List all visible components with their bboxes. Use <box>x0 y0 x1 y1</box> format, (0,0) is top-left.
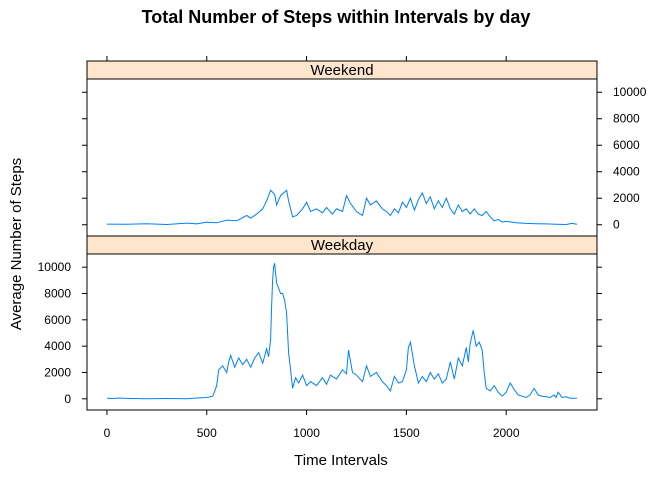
panel-frame-weekend <box>86 78 598 237</box>
y-axis-label: Average Number of Steps <box>8 158 25 330</box>
x-tick-label: 2000 <box>493 426 520 440</box>
y-tick-label: 8000 <box>44 286 71 300</box>
y-tick-label: 6000 <box>44 313 71 327</box>
strip-label-weekday: Weekday <box>311 237 374 254</box>
x-tick-label: 1000 <box>293 426 320 440</box>
y-tick-label: 2000 <box>613 191 640 205</box>
x-tick-label: 0 <box>104 426 111 440</box>
axes: 0200040006000800010000020004000600080001… <box>38 56 647 440</box>
y-tick-label: 10000 <box>38 260 72 274</box>
y-tick-label: 4000 <box>44 339 71 353</box>
strip-label-weekend: Weekend <box>310 62 373 79</box>
y-tick-label: 2000 <box>44 365 71 379</box>
series-line-weekday <box>106 263 577 400</box>
y-tick-label: 0 <box>613 218 620 232</box>
chart-title: Total Number of Steps within Intervals b… <box>142 7 531 27</box>
y-tick-label: 8000 <box>613 112 640 126</box>
x-axis-label: Time Intervals <box>294 452 388 469</box>
series-line-weekend <box>106 189 578 226</box>
y-tick-label: 6000 <box>613 138 640 152</box>
panel-frame-weekday <box>86 253 598 411</box>
panels: Weekend Weekday <box>86 60 598 411</box>
y-tick-label: 10000 <box>613 85 647 99</box>
y-tick-label: 0 <box>64 392 71 406</box>
y-tick-label: 4000 <box>613 165 640 179</box>
x-tick-label: 500 <box>197 426 217 440</box>
x-tick-label: 1500 <box>393 426 420 440</box>
